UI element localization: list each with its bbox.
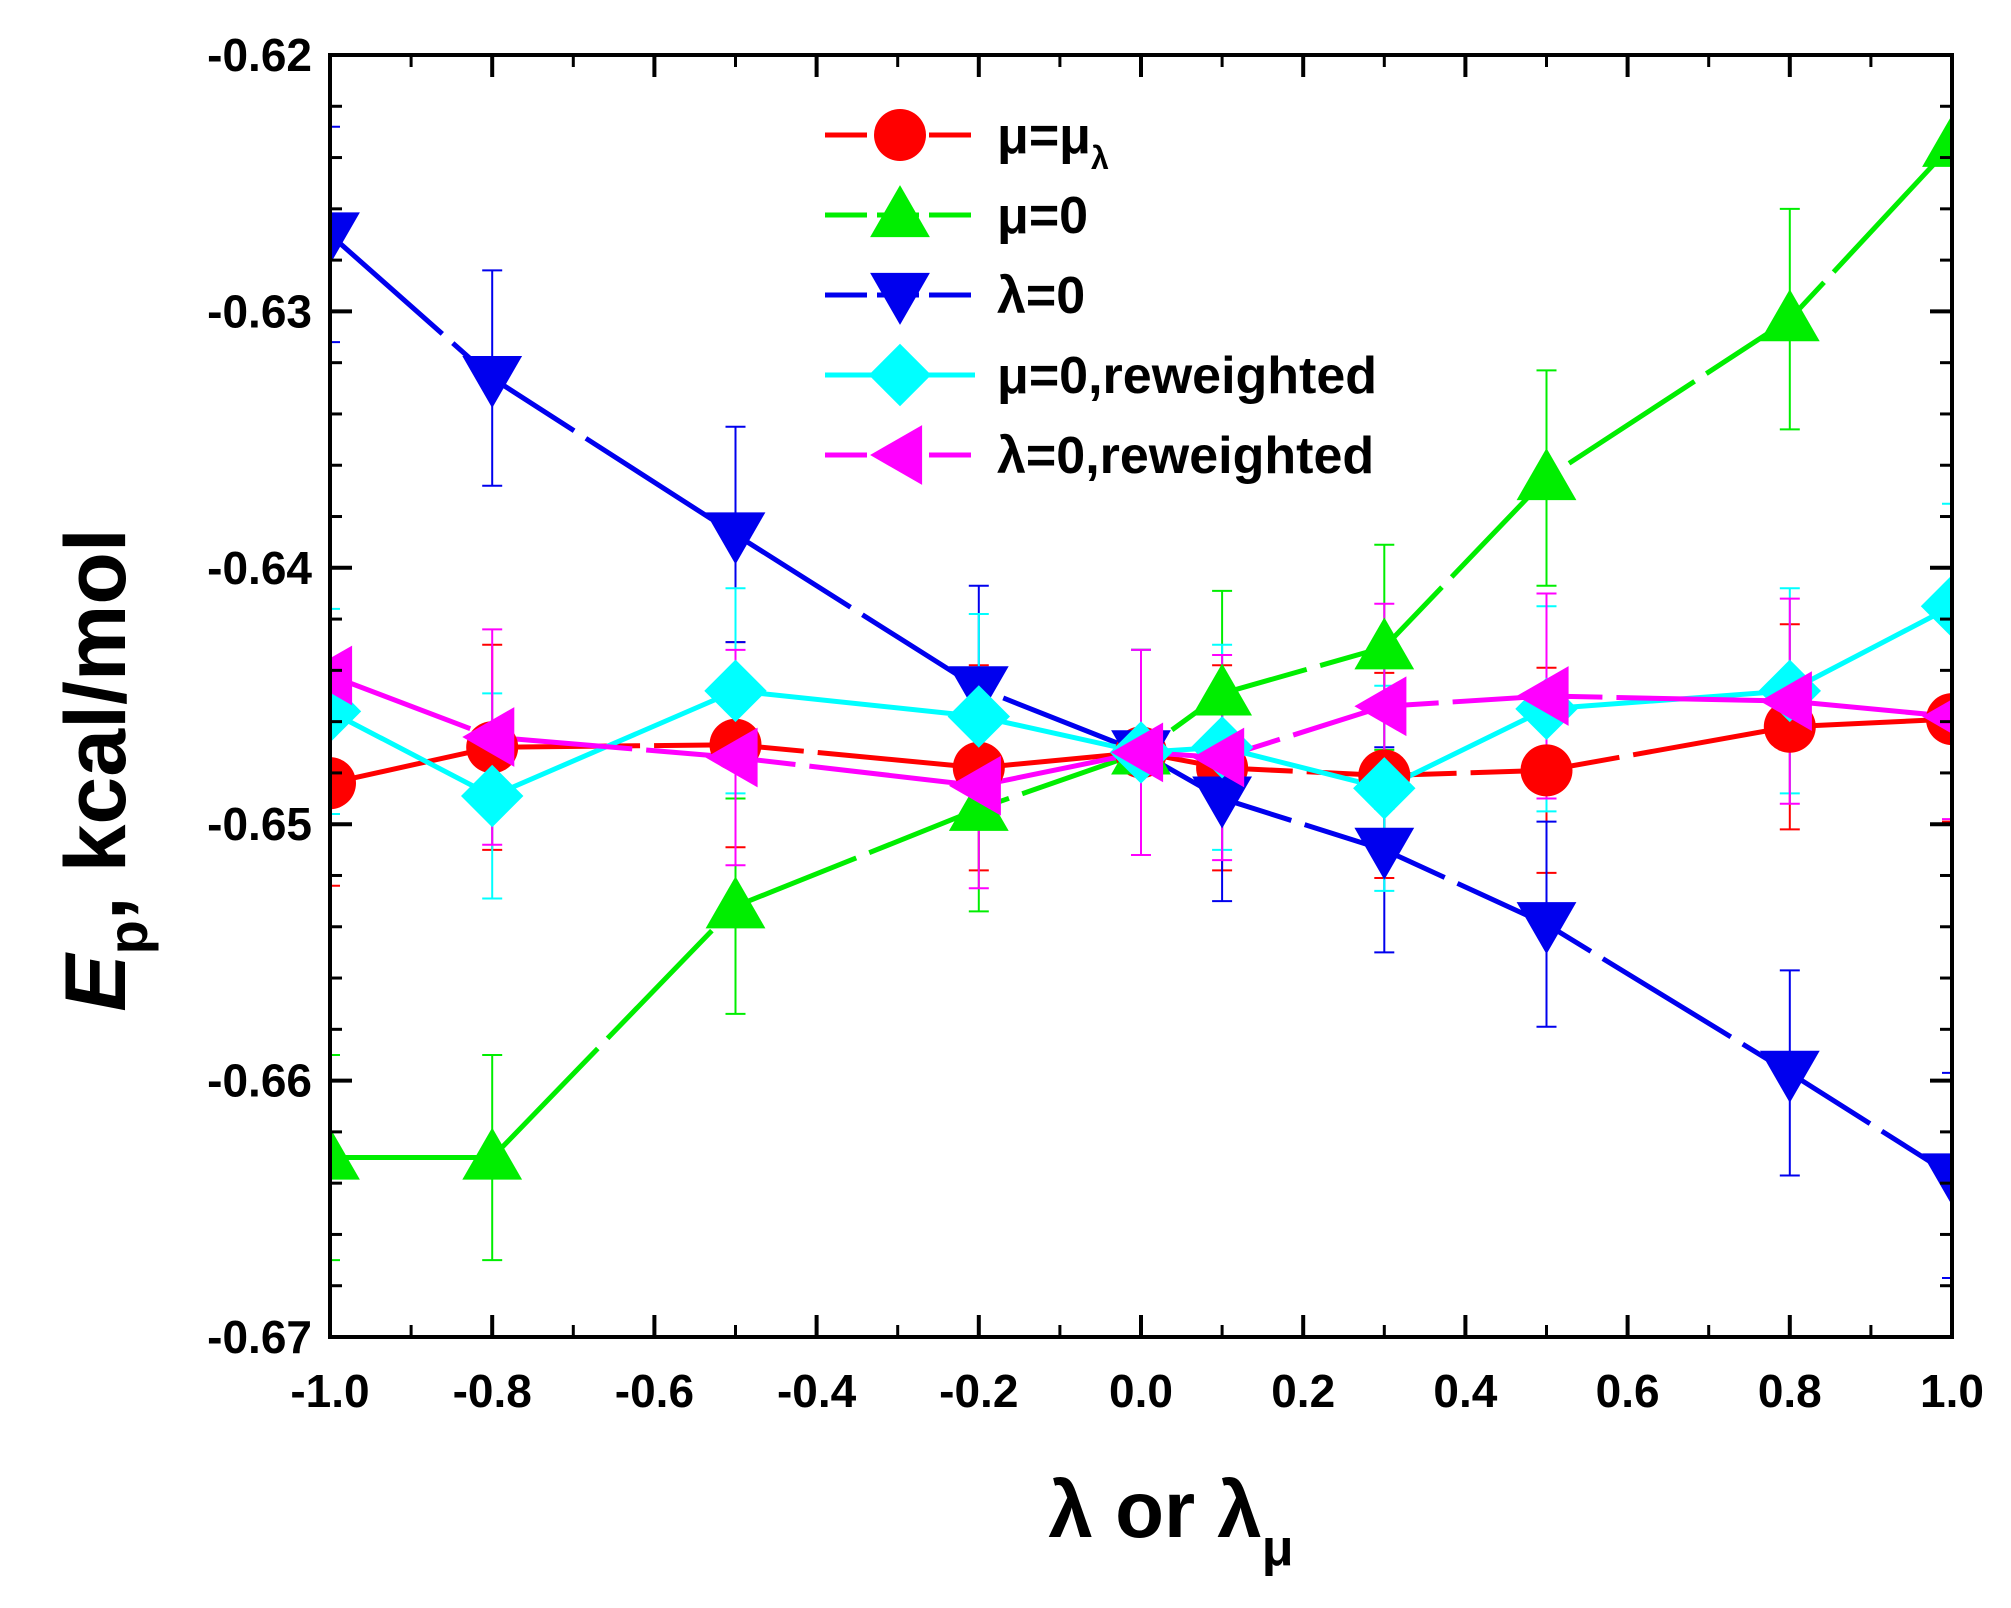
- y-tick-label: -0.62: [207, 29, 312, 81]
- series-3-point: [1192, 776, 1252, 829]
- series-5-point: [1354, 676, 1407, 737]
- series-3-point: [1354, 827, 1415, 880]
- markers-layer: [330, 114, 1952, 1206]
- x-axis-title: λ or λμ: [1048, 1465, 1293, 1577]
- legend-item-5: λ=0,reweighted: [825, 425, 1374, 485]
- series-5-point: [330, 645, 353, 706]
- x-tick-label: -0.8: [453, 1365, 532, 1417]
- x-tick-label: 0.6: [1596, 1365, 1660, 1417]
- series-2-point: [1759, 289, 1820, 342]
- legend-label-main: μ=0,reweighted: [997, 347, 1377, 405]
- tick-labels-layer: -1.0 -0.8 -0.6 -0.4 -0.2 0.0 0.2 0.4 0.6 0.8 1.0 -0…: [207, 29, 1984, 1417]
- y-tick-label: -0.63: [207, 285, 312, 337]
- legend-label-main: λ=0,reweighted: [997, 427, 1374, 485]
- x-tick-label: -0.2: [939, 1365, 1018, 1417]
- series-1-point: [1520, 744, 1573, 797]
- series-4-point: [461, 764, 524, 828]
- series-3-point: [1516, 902, 1577, 955]
- legend-item-1: μ=μλ: [825, 107, 1109, 176]
- series-5-point: [1192, 727, 1245, 788]
- series-lines-layer: [330, 143, 1952, 1178]
- series-2-point: [948, 778, 1009, 831]
- legend-label: λ=0,reweighted: [997, 427, 1374, 485]
- y-tick-label: -0.67: [207, 1311, 312, 1363]
- x-tick-label: 0.2: [1271, 1365, 1335, 1417]
- legend-label: μ=0,reweighted: [997, 347, 1377, 405]
- series-2-point: [1516, 448, 1577, 501]
- series-5-point: [1111, 722, 1164, 783]
- legend-swatch-marker: [870, 425, 923, 485]
- y-tick-label: -0.65: [207, 798, 312, 850]
- series-5-point: [462, 707, 515, 767]
- y-tick-label: -0.64: [207, 542, 312, 594]
- legend-item-2: μ=0: [825, 185, 1088, 245]
- legend-label-main: μ=μ: [997, 107, 1091, 165]
- legend-swatch-marker: [874, 109, 926, 161]
- series-2-point: [705, 876, 766, 929]
- series-4-point: [1353, 757, 1416, 820]
- series-3-point: [1759, 1050, 1820, 1103]
- y-axis-title-rest: , kcal/mol: [48, 528, 144, 920]
- y-tick-label: -0.66: [207, 1055, 312, 1107]
- x-axis-title-main: λ or λ: [1048, 1465, 1261, 1554]
- errorbars-layer: [330, 55, 1952, 1280]
- legend-label-sub: λ: [1091, 140, 1109, 176]
- series-2-point: [1922, 114, 1952, 167]
- x-tick-label: -0.6: [615, 1365, 694, 1417]
- legend-item-3: λ=0: [825, 267, 1085, 325]
- x-tick-label: -0.4: [777, 1365, 857, 1417]
- series-5-point: [1922, 699, 1952, 734]
- x-tick-label: -1.0: [290, 1365, 369, 1417]
- legend-label: λ=0: [997, 267, 1085, 325]
- series-4-point: [704, 659, 767, 723]
- series-2-line: [330, 143, 1952, 1161]
- legend-swatch-marker: [868, 343, 932, 407]
- x-tick-label: 1.0: [1920, 1365, 1984, 1417]
- series-2-point: [1354, 617, 1415, 670]
- series-3-point: [705, 512, 766, 565]
- series-2-point: [1192, 663, 1252, 716]
- series-3-point: [1922, 1153, 1952, 1206]
- series-4-point: [947, 685, 1010, 748]
- series-5-point: [705, 727, 758, 788]
- x-tick-label: 0.4: [1433, 1365, 1497, 1417]
- series-1-point: [330, 757, 356, 810]
- series-3-line: [330, 232, 1952, 1178]
- series-5-point: [1516, 666, 1569, 726]
- series-5-line: [330, 673, 1952, 789]
- series-5-point: [1759, 671, 1812, 732]
- x-tick-label: 0.8: [1758, 1365, 1822, 1417]
- x-tick-label: 0.0: [1109, 1365, 1173, 1417]
- series-5-point: [948, 755, 1001, 816]
- legend-swatch-marker: [870, 185, 930, 238]
- legend-label-main: μ=0: [997, 187, 1088, 245]
- series-2-point: [330, 1127, 360, 1180]
- x-axis-title-sub: μ: [1262, 1519, 1294, 1577]
- legend-label: μ=μλ: [997, 107, 1109, 176]
- series-3-point: [330, 212, 360, 265]
- axes-layer: [328, 53, 1954, 1339]
- series-3-point: [462, 355, 523, 408]
- legend-label: μ=0: [997, 187, 1088, 245]
- legend-item-4: μ=0,reweighted: [825, 343, 1377, 407]
- series-4-point: [1920, 575, 1952, 638]
- series-2-point: [462, 1127, 523, 1180]
- legend-label-main: λ=0: [997, 267, 1085, 325]
- legend-swatch-marker: [870, 272, 930, 325]
- y-axis-title-sub: p: [96, 920, 159, 954]
- y-axis-title: Ep, kcal/mol: [48, 528, 159, 1012]
- y-axis-title-italic: E: [48, 952, 144, 1012]
